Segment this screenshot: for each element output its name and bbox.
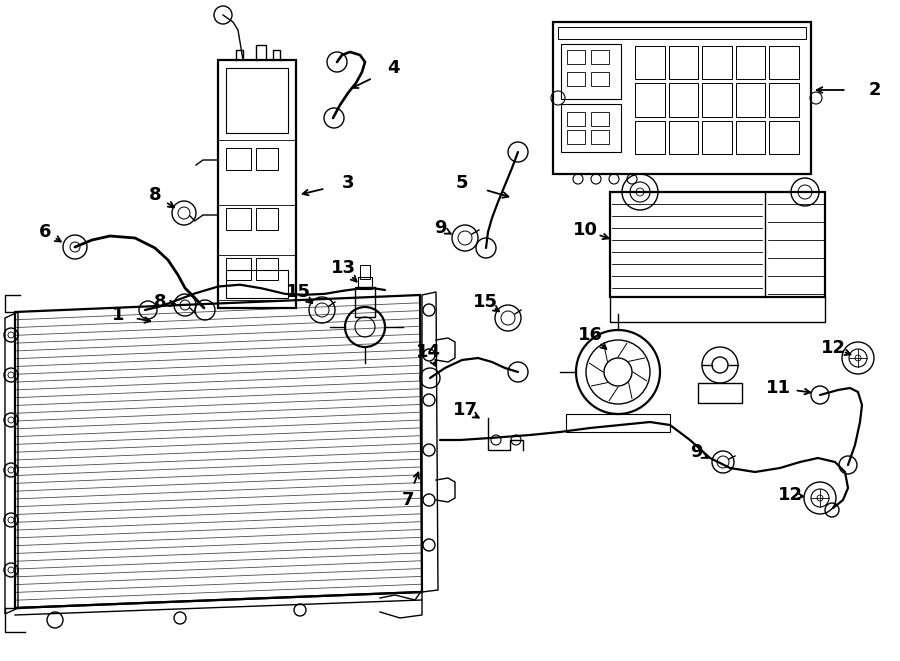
Text: 1: 1 xyxy=(112,306,124,324)
Text: 4: 4 xyxy=(387,59,400,77)
Bar xyxy=(635,121,664,154)
Bar xyxy=(669,121,698,154)
Bar xyxy=(553,22,811,174)
Text: 7: 7 xyxy=(401,491,414,509)
Bar xyxy=(566,414,670,432)
Bar xyxy=(591,50,609,64)
Text: 10: 10 xyxy=(572,221,598,239)
Bar xyxy=(702,121,732,154)
Text: 12: 12 xyxy=(821,339,845,357)
Bar xyxy=(610,192,825,297)
Bar xyxy=(256,258,278,280)
Bar xyxy=(591,72,609,86)
Bar xyxy=(635,83,664,117)
Text: 15: 15 xyxy=(285,283,310,301)
Bar xyxy=(591,130,609,144)
Text: 15: 15 xyxy=(472,293,498,311)
Bar xyxy=(591,112,609,126)
Bar xyxy=(218,60,296,308)
Bar xyxy=(770,121,799,154)
Text: 6: 6 xyxy=(39,223,51,241)
Bar xyxy=(736,121,765,154)
Bar xyxy=(358,277,372,289)
Bar xyxy=(635,46,664,79)
Text: 16: 16 xyxy=(578,326,602,344)
Bar xyxy=(226,68,288,133)
Text: 12: 12 xyxy=(778,486,803,504)
Bar xyxy=(561,104,621,152)
Bar xyxy=(256,148,278,170)
Bar xyxy=(736,83,765,117)
Bar xyxy=(567,112,585,126)
Bar xyxy=(226,258,251,280)
Bar xyxy=(355,287,375,317)
Bar xyxy=(736,46,765,79)
Bar xyxy=(226,270,288,298)
Text: 17: 17 xyxy=(453,401,478,419)
Bar xyxy=(770,46,799,79)
Bar xyxy=(567,50,585,64)
Bar xyxy=(567,130,585,144)
Bar xyxy=(702,83,732,117)
Bar xyxy=(558,27,806,39)
Bar xyxy=(561,44,621,99)
Bar xyxy=(702,46,732,79)
Text: 8: 8 xyxy=(154,293,166,311)
Bar xyxy=(669,46,698,79)
Text: 13: 13 xyxy=(330,259,356,277)
Text: 2: 2 xyxy=(868,81,881,99)
Bar xyxy=(256,208,278,230)
Bar xyxy=(360,265,370,279)
Bar xyxy=(770,83,799,117)
Text: 14: 14 xyxy=(416,343,440,361)
Bar xyxy=(567,72,585,86)
Text: 3: 3 xyxy=(342,174,355,192)
Bar xyxy=(226,208,251,230)
Bar xyxy=(669,83,698,117)
Text: 5: 5 xyxy=(455,174,468,192)
Text: 9: 9 xyxy=(434,219,446,237)
Text: 11: 11 xyxy=(766,379,790,397)
Bar xyxy=(226,148,251,170)
Bar xyxy=(698,383,742,403)
Text: 8: 8 xyxy=(148,186,161,204)
Text: 9: 9 xyxy=(689,443,702,461)
